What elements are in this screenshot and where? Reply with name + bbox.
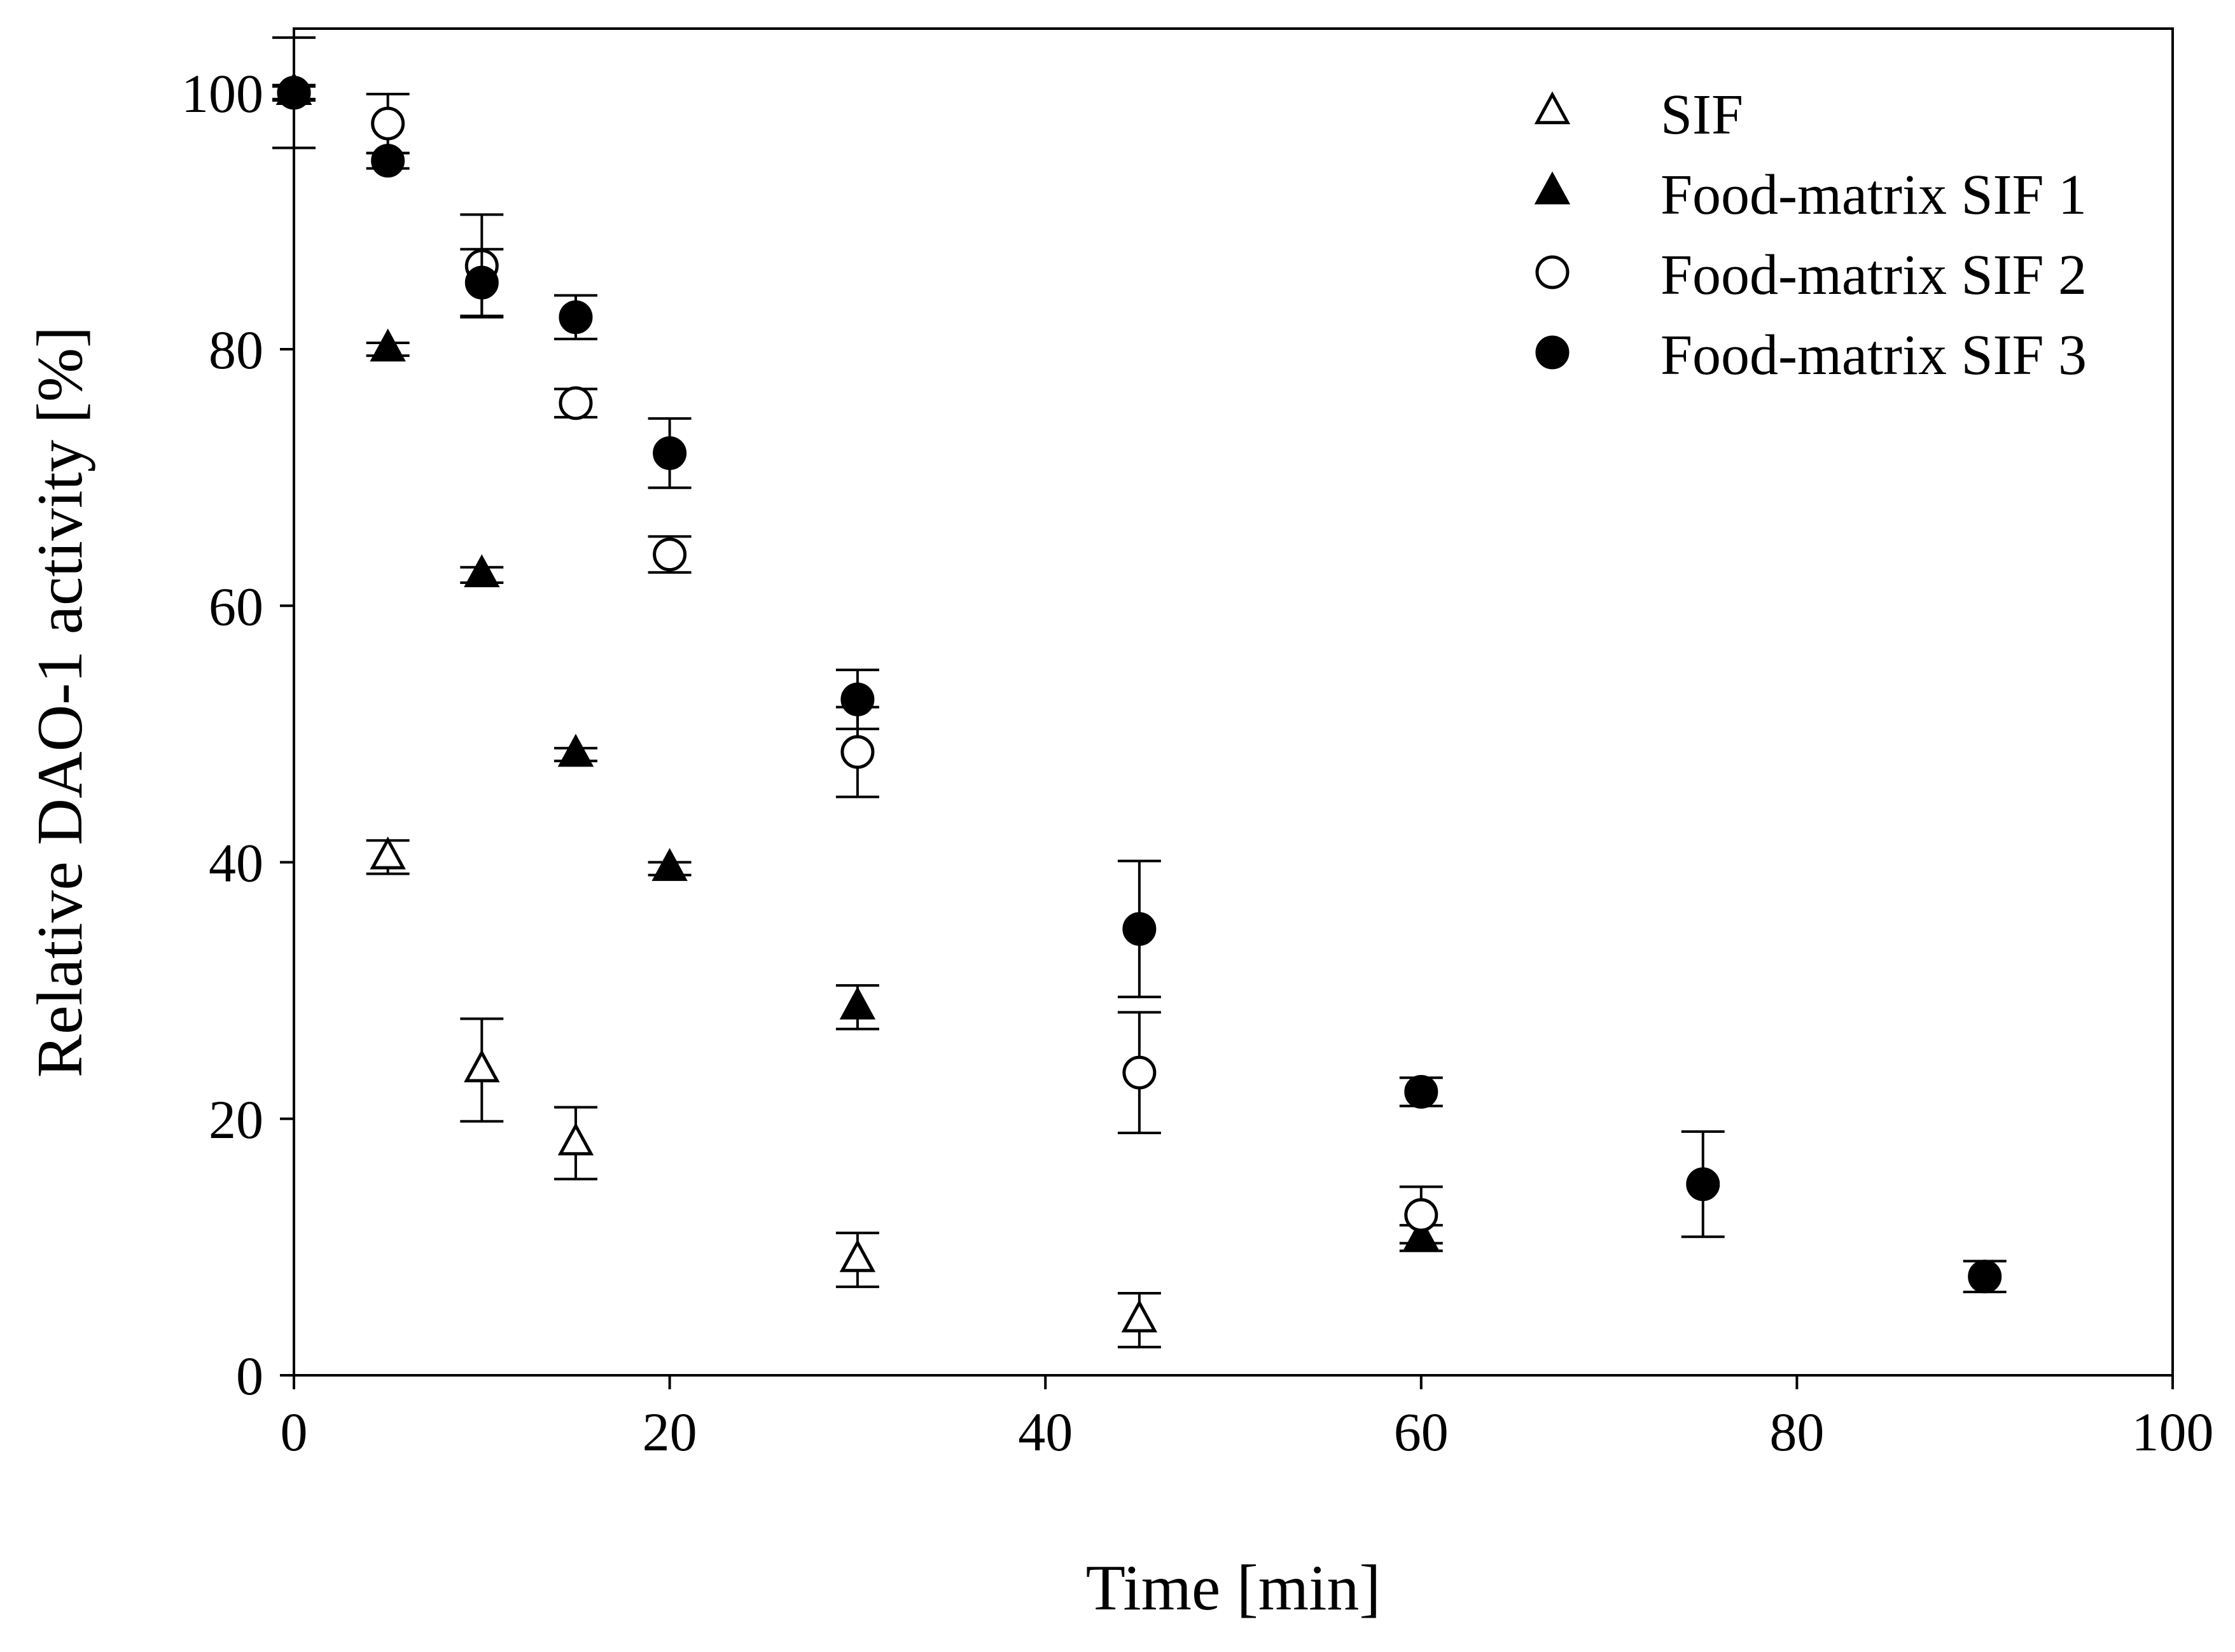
data-point	[557, 1122, 594, 1156]
data-point	[559, 300, 593, 335]
y-tick-label: 20	[209, 1089, 263, 1150]
series-3	[272, 76, 1443, 1245]
y-axis-title: Relative DAO-1 activity [%]	[24, 326, 96, 1078]
data-point	[371, 144, 405, 178]
data-layer	[272, 36, 2007, 1349]
legend-label: Food-matrix SIF 3	[1661, 324, 2087, 387]
series-2	[272, 72, 1443, 1253]
data-point	[653, 436, 687, 470]
y-tick-label: 80	[209, 319, 263, 380]
y-tick-label: 40	[209, 833, 263, 894]
data-point	[370, 836, 406, 870]
axes: 0 20 40 60 80 100 0 20 40 60 80 100	[181, 27, 2214, 1462]
plot-frame	[293, 27, 2174, 1377]
legend-marker	[1535, 335, 1570, 370]
y-tick-label: 60	[209, 576, 263, 637]
y-tick-label: 100	[181, 63, 263, 124]
x-tick-label: 60	[1394, 1401, 1449, 1462]
series-4	[272, 76, 2007, 1294]
x-axis-title: Time [min]	[1086, 1552, 1381, 1624]
x-tick-label: 40	[1018, 1401, 1073, 1462]
data-point	[1121, 1299, 1158, 1333]
data-point	[559, 386, 593, 420]
data-point	[840, 682, 875, 716]
data-point	[464, 1049, 500, 1083]
legend-marker	[1534, 171, 1571, 205]
series-1	[272, 36, 1161, 1349]
data-point	[464, 265, 499, 300]
y-tick-label: 0	[236, 1345, 263, 1406]
x-tick-label: 20	[643, 1401, 697, 1462]
data-point	[839, 986, 876, 1020]
legend-marker	[1535, 255, 1570, 289]
x-tick-label: 80	[1769, 1401, 1824, 1462]
legend-label: Food-matrix SIF 2	[1661, 244, 2087, 307]
data-point	[840, 735, 875, 769]
data-point	[1122, 912, 1157, 946]
data-point	[839, 1239, 876, 1272]
data-point	[277, 76, 311, 110]
data-point	[1404, 1074, 1438, 1109]
data-point	[557, 733, 594, 767]
legend-label: SIF	[1661, 83, 1743, 146]
data-point	[651, 848, 688, 881]
data-point	[370, 328, 406, 362]
data-point	[653, 538, 687, 572]
x-tick-label: 0	[281, 1401, 308, 1462]
data-point	[371, 106, 405, 141]
data-point	[1122, 1055, 1157, 1090]
x-tick-label: 100	[2132, 1401, 2214, 1462]
data-point	[1404, 1198, 1438, 1232]
legend-marker	[1534, 91, 1571, 125]
legend: SIF Food-matrix SIF 1 Food-matrix SIF 2 Foo…	[1534, 83, 2087, 387]
data-point	[1968, 1260, 2002, 1294]
data-point	[464, 554, 500, 588]
data-point	[1686, 1167, 1720, 1202]
legend-label: Food-matrix SIF 1	[1661, 163, 2087, 226]
